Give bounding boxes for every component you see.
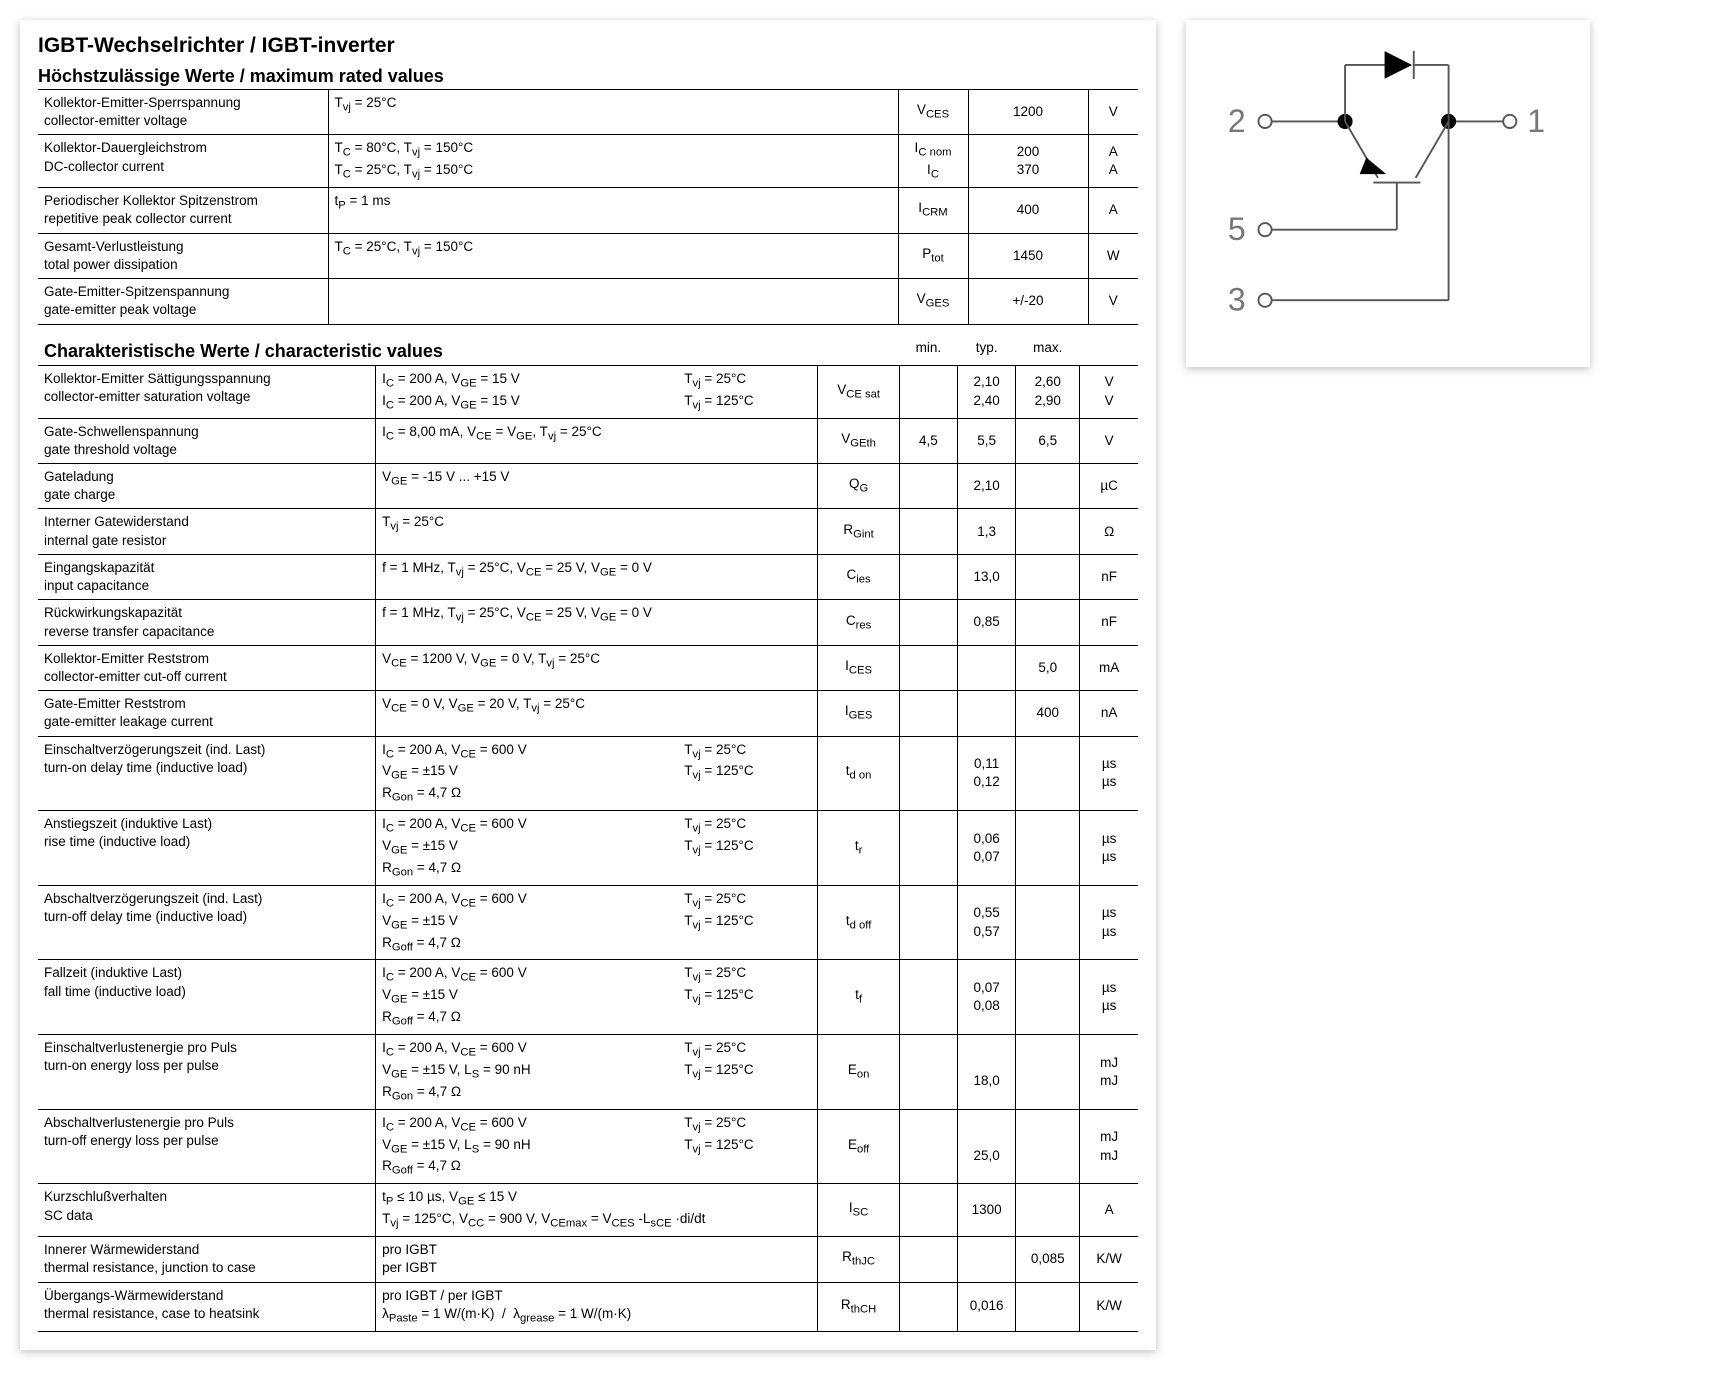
table-row: Gateladunggate chargeVGE = -15 V ... +15… <box>38 463 1138 508</box>
table-row: Abschaltverzögerungszeit (ind. Last)turn… <box>38 885 1138 960</box>
table-row: Eingangskapazitätinput capacitancef = 1 … <box>38 554 1138 599</box>
pin-5: 5 <box>1228 211 1246 247</box>
hdr-min: min. <box>899 335 957 366</box>
pin-3: 3 <box>1228 282 1246 318</box>
section-char-values: Charakteristische Werte / characteristic… <box>44 339 893 365</box>
hdr-max: max. <box>1016 335 1080 366</box>
table-row: Abschaltverlustenergie pro Pulsturn-off … <box>38 1109 1138 1184</box>
circuit-diagram: 2 5 3 1 <box>1186 20 1590 367</box>
char-header: Charakteristische Werte / characteristic… <box>38 335 1138 1332</box>
hdr-typ: typ. <box>958 335 1016 366</box>
table-row: Kollektor-DauergleichstromDC-collector c… <box>38 135 1138 188</box>
table-row: Periodischer Kollektor Spitzenstromrepet… <box>38 188 1138 233</box>
table-row: Kollektor-Emitter Reststromcollector-emi… <box>38 645 1138 690</box>
table-row: Fallzeit (induktive Last)fall time (indu… <box>38 960 1138 1035</box>
section-max-values: Höchstzulässige Werte / maximum rated va… <box>38 66 1138 90</box>
datasheet: IGBT-Wechselrichter / IGBT-inverter Höch… <box>20 20 1156 1350</box>
table-row: KurzschlußverhaltenSC datatP ≤ 10 µs, VG… <box>38 1184 1138 1237</box>
table-row: Interner Gatewiderstandinternal gate res… <box>38 509 1138 554</box>
page-title: IGBT-Wechselrichter / IGBT-inverter <box>38 34 1138 58</box>
table-row: Einschaltverzögerungszeit (ind. Last)tur… <box>38 736 1138 811</box>
table-row: Übergangs-Wärmewiderstandthermal resista… <box>38 1282 1138 1331</box>
table-row: Gate-Emitter Reststromgate-emitter leaka… <box>38 691 1138 736</box>
table-row: Anstiegszeit (induktive Last)rise time (… <box>38 811 1138 886</box>
table-row: Gesamt-Verlustleistungtotal power dissip… <box>38 233 1138 278</box>
table-row: Einschaltverlustenergie pro Pulsturn-on … <box>38 1035 1138 1110</box>
table-row: Rückwirkungskapazitätreverse transfer ca… <box>38 600 1138 645</box>
pin-1: 1 <box>1527 103 1545 139</box>
pin-2: 2 <box>1228 103 1246 139</box>
table-row: Gate-Emitter-Spitzenspannunggate-emitter… <box>38 279 1138 324</box>
max-values-table: Kollektor-Emitter-Sperrspannungcollector… <box>38 90 1138 325</box>
table-row: Kollektor-Emitter Sättigungsspannungcoll… <box>38 365 1138 418</box>
table-row: Innerer Wärmewiderstandthermal resistanc… <box>38 1237 1138 1282</box>
table-row: Kollektor-Emitter-Sperrspannungcollector… <box>38 90 1138 135</box>
table-row: Gate-Schwellenspannunggate threshold vol… <box>38 418 1138 463</box>
